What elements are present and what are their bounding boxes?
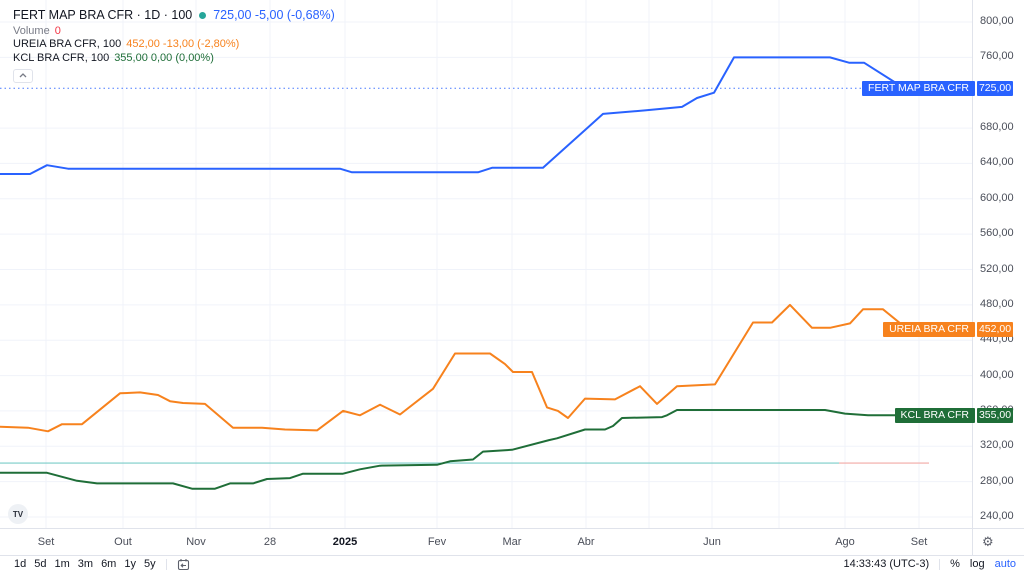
series-legend-label-ureia[interactable]: UREIA BRA CFR, 100 xyxy=(13,38,122,51)
price-tick-label: 360,00 xyxy=(980,403,1014,416)
date-range-buttons: 1d 5d 1m 3m 6m 1y 5y xyxy=(14,558,156,570)
price-scale[interactable]: 800,00 760,00 680,00 640,00 600,00 560,00 520,… xyxy=(973,0,1024,528)
range-1m-button[interactable]: 1m xyxy=(54,558,70,570)
volume-row: Volume 0 xyxy=(13,24,335,38)
chevron-up-icon xyxy=(19,73,27,78)
bottom-toolbar: 1d 5d 1m 3m 6m 1y 5y 14:33:43 (UTC-3) % log au… xyxy=(0,555,1024,572)
range-5y-button[interactable]: 5y xyxy=(143,558,156,570)
series-legend-row-ureia: UREIA BRA CFR, 100 452,00 -13,00 (-2,80%… xyxy=(13,38,335,52)
series-line-kcl-bra-cfr xyxy=(0,409,921,490)
go-to-date-button[interactable] xyxy=(177,558,190,571)
time-tick-label: Nov xyxy=(186,536,206,548)
time-tick-label: 28 xyxy=(263,536,277,548)
series-line-ureia-bra-cfr xyxy=(0,303,921,433)
price-tick-label: 480,00 xyxy=(980,297,1014,310)
main-symbol-row: FERT MAP BRA CFR · 1D · 100 725,00 -5,00… xyxy=(13,6,335,24)
time-tick-label: Fev xyxy=(427,536,447,548)
percent-scale-button[interactable]: % xyxy=(950,558,960,570)
time-tick-label: Set xyxy=(37,536,55,548)
clock[interactable]: 14:33:43 (UTC-3) xyxy=(843,558,930,570)
legend-panel: FERT MAP BRA CFR · 1D · 100 725,00 -5,00… xyxy=(13,6,335,83)
price-tick-label: 280,00 xyxy=(980,474,1014,487)
collapse-legend-button[interactable] xyxy=(13,68,33,83)
time-scale[interactable]: ⚙ Set Out Nov 28 2025 Fev Mar Abr Jun Ago Set xyxy=(0,528,1024,555)
gear-icon[interactable]: ⚙ xyxy=(982,534,994,549)
toolbar-divider xyxy=(939,558,941,570)
price-tick-label: 680,00 xyxy=(980,121,1014,134)
range-1y-button[interactable]: 1y xyxy=(124,558,136,570)
time-tick-label: Ago xyxy=(835,536,855,548)
time-tick-label: Jun xyxy=(703,536,721,548)
price-tick-label: 240,00 xyxy=(980,510,1014,522)
series-legend-label-kcl[interactable]: KCL BRA CFR, 100 xyxy=(13,51,110,64)
volume-value: 0 xyxy=(54,24,61,37)
price-tick-label: 320,00 xyxy=(980,439,1014,452)
price-tick-label: 600,00 xyxy=(980,191,1014,204)
auto-scale-button[interactable]: auto xyxy=(994,558,1016,570)
series-legend-quote-kcl: 355,00 0,00 (0,00%) xyxy=(114,51,214,64)
time-tick-label: Set xyxy=(910,536,928,548)
range-3m-button[interactable]: 3m xyxy=(77,558,94,570)
market-status-dot-icon xyxy=(199,11,207,19)
time-tick-label: 2025 xyxy=(332,536,358,548)
range-6m-button[interactable]: 6m xyxy=(101,558,117,570)
chart-plot-area: FERT MAP BRA CFR · 1D · 100 725,00 -5,00… xyxy=(0,0,973,528)
time-tick-label: Abr xyxy=(577,536,595,548)
series-line-fert-map-bra-cfr xyxy=(0,56,921,175)
price-chart-canvas[interactable] xyxy=(0,0,972,528)
range-1d-button[interactable]: 1d xyxy=(14,558,27,570)
price-tick-label: 400,00 xyxy=(980,368,1014,381)
toolbar-divider xyxy=(165,558,167,570)
price-tick-label: 760,00 xyxy=(980,50,1014,63)
symbol-title[interactable]: FERT MAP BRA CFR · 1D · 100 xyxy=(13,8,193,22)
log-scale-button[interactable]: log xyxy=(969,558,985,570)
price-tick-label: 440,00 xyxy=(980,333,1014,346)
time-tick-label: Mar xyxy=(502,536,522,548)
series-legend-quote-ureia: 452,00 -13,00 (-2,80%) xyxy=(126,38,240,51)
price-tick-label: 520,00 xyxy=(980,262,1014,275)
price-tick-label: 800,00 xyxy=(980,15,1014,27)
range-5d-button[interactable]: 5d xyxy=(34,558,47,570)
volume-label[interactable]: Volume xyxy=(13,24,50,37)
time-tick-label: Out xyxy=(114,536,132,548)
calendar-icon xyxy=(177,558,189,570)
main-symbol-quote: 725,00 -5,00 (-0,68%) xyxy=(213,8,335,22)
tradingview-logo[interactable]: TV xyxy=(8,504,28,524)
price-tick-label: 560,00 xyxy=(980,227,1014,240)
price-tick-label: 640,00 xyxy=(980,156,1014,169)
series-legend-row-kcl: KCL BRA CFR, 100 355,00 0,00 (0,00%) xyxy=(13,51,335,65)
